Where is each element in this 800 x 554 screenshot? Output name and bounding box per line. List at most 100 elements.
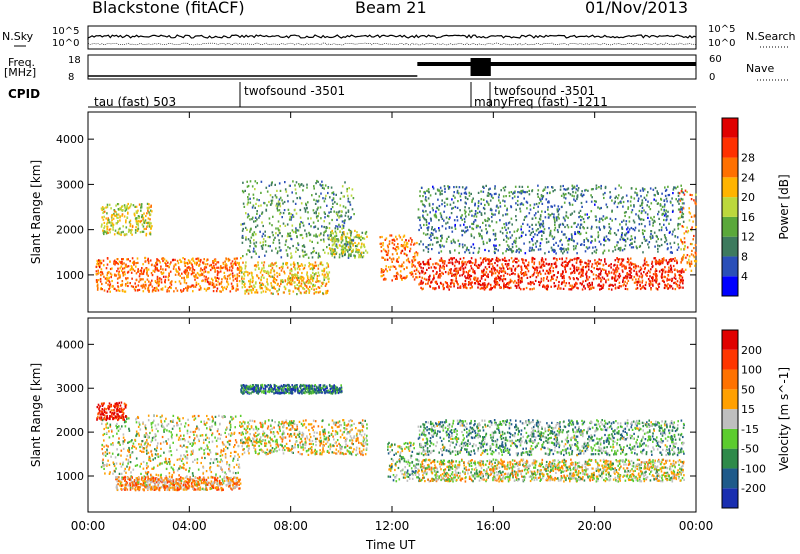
- power-panel-cell: [310, 252, 313, 255]
- power-panel-cell: [326, 204, 328, 207]
- power-panel-cell: [150, 205, 152, 208]
- power-panel-cell: [464, 201, 467, 204]
- power-panel-cell: [616, 278, 619, 281]
- power-panel-cell: [549, 229, 552, 232]
- power-panel-cell: [352, 243, 354, 246]
- power-panel-cell: [519, 277, 521, 280]
- power-panel-cell: [664, 186, 666, 189]
- power-panel-cell: [486, 268, 488, 271]
- power-panel-cell: [114, 263, 116, 266]
- power-panel-cell: [107, 283, 109, 286]
- power-panel-cell: [665, 270, 667, 273]
- power-panel-cell: [526, 267, 529, 270]
- power-panel-cell: [344, 214, 347, 217]
- power-panel-cell: [105, 267, 108, 270]
- power-panel-cell: [591, 252, 594, 255]
- power-panel-cell: [281, 279, 284, 282]
- power-panel-cell: [439, 273, 441, 276]
- power-panel-cell: [676, 262, 678, 265]
- power-panel-cell: [388, 242, 391, 246]
- power-panel-cell: [450, 285, 452, 288]
- power-panel-cell: [425, 221, 428, 224]
- power-panel-cell: [662, 268, 665, 271]
- power-panel-cell: [556, 259, 558, 262]
- power-panel-cell: [236, 257, 238, 260]
- power-panel-cell: [123, 233, 126, 236]
- power-panel-cell: [325, 292, 327, 295]
- power-panel-cell: [486, 258, 489, 261]
- power-panel-cell: [474, 258, 477, 261]
- power-panel-cell: [531, 288, 533, 291]
- power-panel-cell: [233, 257, 236, 260]
- power-panel-cell: [345, 248, 347, 251]
- power-panel-cell: [523, 262, 525, 265]
- power-panel-cell: [327, 263, 329, 266]
- power-panel-cell: [681, 202, 684, 205]
- power-panel-cell: [325, 290, 327, 293]
- power-panel-cell: [472, 270, 474, 273]
- power-panel-cell: [316, 216, 318, 220]
- power-panel-cell: [145, 232, 148, 235]
- power-panel-cell: [135, 262, 137, 265]
- power-panel-cell: [569, 277, 571, 280]
- power-panel-cell: [439, 265, 442, 268]
- power-panel-cell: [533, 262, 535, 266]
- power-panel-cell: [564, 265, 567, 268]
- power-panel-cell: [350, 253, 352, 256]
- power-panel-cell: [485, 285, 487, 288]
- power-panel-cell: [405, 259, 408, 262]
- power-panel-cell: [145, 221, 148, 224]
- power-panel-cell: [119, 274, 121, 277]
- power-panel-cell: [408, 261, 411, 264]
- cpid-label: CPID: [8, 87, 41, 101]
- power-panel-cell: [645, 239, 648, 242]
- power-panel-cell: [102, 218, 105, 221]
- power-panel-cell: [153, 287, 156, 290]
- power-panel-cell: [680, 184, 682, 187]
- power-panel-cell: [123, 270, 126, 273]
- power-panel-cell: [271, 231, 274, 234]
- power-panel-cell: [537, 189, 540, 192]
- power-panel-cell: [599, 267, 601, 270]
- power-panel-cell: [361, 251, 363, 254]
- power-panel-cell: [404, 253, 407, 256]
- power-panel-cell: [439, 239, 442, 242]
- power-panel-cell: [622, 219, 625, 222]
- power-panel-cell: [345, 237, 347, 240]
- power-panel-cell: [494, 247, 496, 250]
- power-panel-cell: [106, 212, 108, 215]
- power-panel-cell: [131, 257, 134, 260]
- power-panel-cell: [382, 270, 385, 274]
- power-panel-cell: [541, 234, 543, 237]
- power-panel-cell: [278, 209, 281, 212]
- power-panel-cell: [549, 267, 552, 270]
- power-panel-cell: [133, 213, 136, 216]
- power-panel-cell: [471, 222, 473, 225]
- power-panel-cell: [421, 203, 424, 206]
- power-panel-cell: [256, 291, 259, 294]
- power-panel-cell: [338, 256, 341, 259]
- power-panel-cell: [477, 283, 480, 286]
- y-tick-label: 2000: [56, 224, 84, 237]
- power-panel-cell: [480, 202, 482, 205]
- power-panel-cell: [216, 276, 218, 279]
- power-panel-cell: [590, 270, 592, 273]
- power-panel-cell: [251, 185, 254, 188]
- power-panel-cell: [95, 273, 98, 276]
- power-panel-cell: [254, 206, 256, 209]
- power-panel-cell: [422, 260, 425, 263]
- velocity-panel-cell: [179, 434, 182, 437]
- power-panel-cell: [246, 288, 248, 291]
- power-panel-cell: [322, 197, 324, 200]
- power-panel-cell: [554, 189, 556, 192]
- power-panel-cell: [274, 281, 277, 284]
- power-panel-cell: [464, 226, 467, 229]
- power-panel-cell: [558, 217, 560, 220]
- power-panel-cell: [545, 198, 548, 201]
- power-panel-cell: [138, 275, 141, 278]
- power-panel-cell: [445, 197, 448, 200]
- power-panel-cell: [226, 278, 229, 281]
- power-panel-cell: [351, 208, 354, 211]
- power-panel-cell: [307, 217, 309, 220]
- power-panel-cell: [487, 191, 490, 195]
